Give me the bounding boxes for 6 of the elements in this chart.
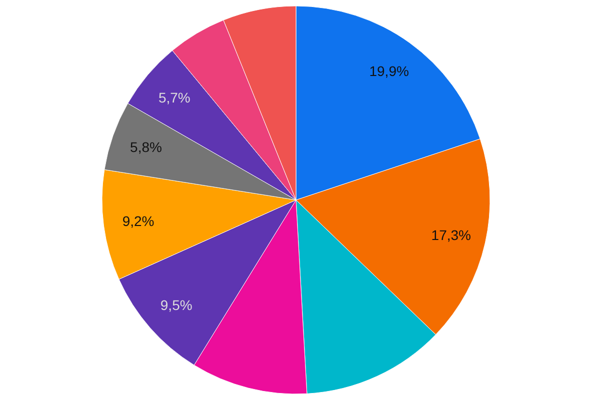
data-label: 5,8% — [130, 139, 162, 156]
data-label: 9,2% — [122, 212, 154, 229]
data-label: 9,5% — [160, 296, 192, 313]
data-label: 5,7% — [158, 89, 190, 106]
data-label: 17,3% — [431, 227, 471, 244]
data-label: 19,9% — [369, 63, 409, 80]
